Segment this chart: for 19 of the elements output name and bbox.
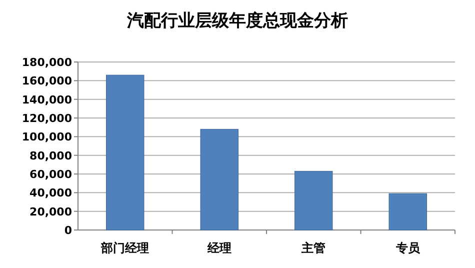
y-tick-label: 0 [64, 224, 72, 237]
y-tick-label: 100,000 [22, 130, 72, 144]
x-tick-label: 专员 [394, 241, 421, 255]
y-tick-label: 160,000 [22, 74, 72, 88]
x-tick-label: 经理 [206, 241, 232, 255]
bar [294, 170, 333, 230]
y-tick-label: 120,000 [22, 112, 72, 125]
y-tick-label: 140,000 [22, 93, 72, 106]
chart-title: 汽配行业层级年度总现金分析 [126, 11, 348, 31]
y-tick-label: 60,000 [30, 168, 72, 181]
y-tick-label: 80,000 [30, 149, 72, 162]
y-tick-label: 40,000 [30, 186, 72, 200]
bar [200, 128, 238, 230]
x-tick-label: 部门经理 [100, 241, 150, 255]
bar [388, 193, 427, 230]
x-tick-label: 主管 [300, 241, 326, 255]
y-tick-label: 20,000 [30, 205, 72, 218]
bar [106, 74, 144, 230]
y-tick-label: 180,000 [22, 56, 72, 69]
